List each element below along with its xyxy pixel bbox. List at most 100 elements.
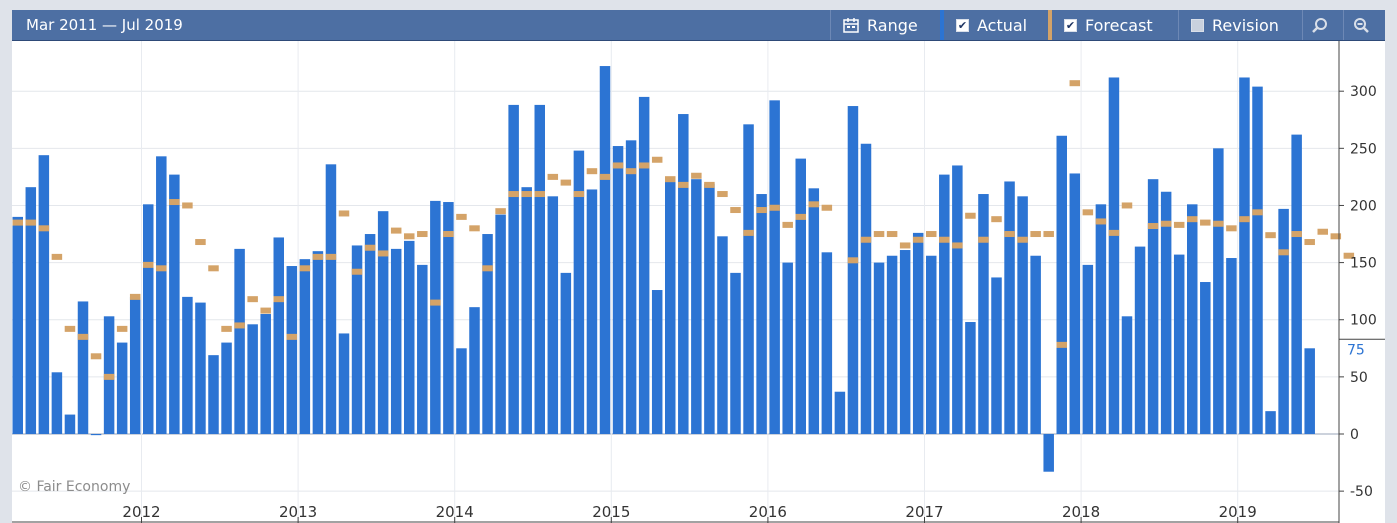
actual-bar[interactable] (834, 391, 846, 434)
forecast-marker[interactable] (691, 172, 702, 179)
actual-bar[interactable] (1004, 181, 1015, 434)
actual-bar[interactable] (651, 290, 663, 434)
actual-bar[interactable] (156, 156, 167, 434)
forecast-marker[interactable] (12, 219, 24, 226)
forecast-marker[interactable] (560, 179, 572, 186)
actual-bar[interactable] (404, 240, 415, 434)
forecast-marker[interactable] (547, 173, 559, 180)
forecast-marker[interactable] (743, 229, 754, 236)
actual-bar[interactable] (717, 236, 728, 434)
forecast-marker[interactable] (364, 244, 376, 251)
actual-bar[interactable] (782, 262, 793, 434)
actual-bar[interactable] (260, 314, 271, 434)
forecast-marker[interactable] (508, 191, 519, 198)
actual-bar[interactable] (1134, 246, 1146, 434)
forecast-marker[interactable] (625, 168, 637, 175)
forecast-marker[interactable] (873, 231, 885, 238)
actual-bar[interactable] (1226, 258, 1237, 434)
actual-checkbox[interactable]: ✔ (956, 18, 969, 32)
forecast-marker[interactable] (351, 268, 363, 275)
forecast-marker[interactable] (430, 299, 441, 306)
forecast-marker[interactable] (221, 325, 232, 332)
actual-bar[interactable] (1095, 204, 1107, 434)
forecast-marker[interactable] (182, 202, 193, 209)
actual-bar[interactable] (1043, 434, 1054, 472)
actual-bar[interactable] (495, 214, 506, 434)
forecast-marker[interactable] (1252, 209, 1263, 216)
forecast-marker[interactable] (482, 265, 493, 272)
forecast-marker[interactable] (886, 231, 898, 238)
actual-bar[interactable] (665, 179, 676, 434)
forecast-marker[interactable] (1069, 80, 1081, 87)
forecast-marker[interactable] (77, 333, 89, 340)
actual-bar[interactable] (704, 183, 715, 434)
forecast-marker[interactable] (730, 207, 741, 214)
actual-bar[interactable] (364, 234, 376, 434)
actual-bar[interactable] (534, 104, 546, 434)
forecast-marker[interactable] (495, 208, 506, 215)
forecast-marker[interactable] (116, 325, 128, 332)
forecast-marker[interactable] (443, 231, 454, 238)
actual-bar[interactable] (182, 296, 193, 434)
forecast-marker[interactable] (299, 265, 311, 272)
forecast-marker[interactable] (156, 265, 167, 272)
actual-bar[interactable] (90, 434, 102, 436)
forecast-marker[interactable] (926, 231, 937, 238)
forecast-marker[interactable] (952, 242, 963, 249)
actual-bar[interactable] (899, 250, 911, 434)
forecast-marker[interactable] (704, 181, 715, 188)
forecast-marker[interactable] (234, 322, 245, 329)
forecast-marker[interactable] (195, 239, 206, 246)
forecast-checkbox[interactable]: ✔ (1064, 18, 1077, 32)
forecast-marker[interactable] (521, 191, 532, 198)
actual-bar[interactable] (1265, 411, 1276, 434)
actual-bar[interactable] (547, 196, 559, 434)
forecast-marker[interactable] (129, 293, 141, 300)
forecast-marker[interactable] (286, 333, 298, 340)
forecast-toggle[interactable]: ✔ Forecast (1048, 10, 1176, 40)
forecast-marker[interactable] (1121, 202, 1133, 209)
actual-bar[interactable] (1121, 316, 1133, 434)
actual-bar[interactable] (1082, 264, 1094, 434)
forecast-marker[interactable] (599, 173, 611, 180)
actual-bar[interactable] (821, 252, 833, 434)
forecast-marker[interactable] (208, 265, 219, 272)
forecast-marker[interactable] (860, 236, 872, 243)
forecast-marker[interactable] (573, 191, 585, 198)
forecast-marker[interactable] (795, 213, 807, 220)
actual-bar[interactable] (1173, 254, 1185, 434)
forecast-marker[interactable] (1082, 209, 1094, 216)
actual-bar[interactable] (939, 174, 950, 434)
forecast-marker[interactable] (1147, 223, 1159, 230)
forecast-marker[interactable] (38, 225, 50, 232)
actual-bar[interactable] (560, 272, 572, 434)
forecast-marker[interactable] (90, 353, 102, 360)
actual-bar[interactable] (25, 187, 37, 434)
actual-bar[interactable] (743, 124, 754, 434)
actual-bar[interactable] (808, 188, 820, 434)
forecast-marker[interactable] (417, 231, 428, 238)
forecast-marker[interactable] (638, 162, 650, 169)
forecast-marker[interactable] (1004, 231, 1015, 238)
forecast-marker[interactable] (782, 221, 793, 228)
forecast-marker[interactable] (665, 176, 676, 183)
forecast-marker[interactable] (103, 373, 115, 380)
actual-bar[interactable] (195, 302, 206, 434)
actual-bar[interactable] (860, 143, 872, 434)
actual-bar[interactable] (612, 146, 624, 434)
actual-bar[interactable] (978, 194, 989, 434)
forecast-marker[interactable] (143, 261, 154, 268)
actual-bar[interactable] (443, 202, 454, 434)
actual-bar[interactable] (312, 251, 324, 434)
forecast-marker[interactable] (651, 156, 663, 163)
actual-bar[interactable] (1160, 191, 1172, 434)
zoom-in-button[interactable] (1302, 10, 1337, 40)
actual-bar[interactable] (116, 342, 128, 434)
forecast-marker[interactable] (1095, 218, 1107, 225)
actual-bar[interactable] (299, 259, 311, 434)
actual-bar[interactable] (1108, 77, 1120, 434)
actual-bar[interactable] (286, 266, 298, 434)
actual-toggle[interactable]: ✔ Actual (940, 10, 1048, 40)
actual-bar[interactable] (1017, 196, 1028, 434)
actual-bar[interactable] (77, 301, 89, 434)
